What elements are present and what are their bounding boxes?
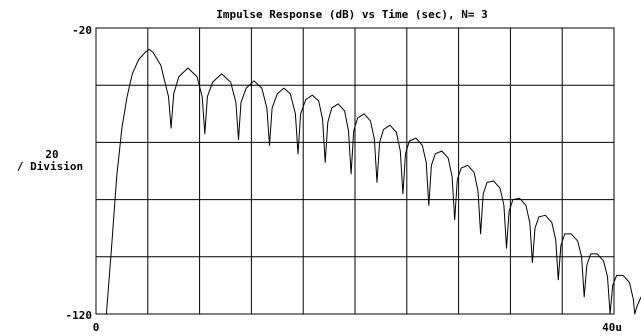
y-axis-label-line1: 20 [45, 148, 58, 161]
series-line-0 [105, 48, 641, 315]
chart-title: Impulse Response (dB) vs Time (sec), N= … [216, 8, 488, 21]
series-group [105, 48, 641, 315]
y-tick-label-max: -20 [72, 24, 92, 37]
x-tick-label-min: 0 [93, 321, 100, 334]
plot-frame [95, 27, 615, 315]
y-tick-label-min: -120 [66, 309, 93, 322]
grid [96, 28, 614, 314]
y-axis-label-line2: / Division [17, 160, 83, 173]
plot-border [95, 27, 615, 315]
x-tick-label-max: 40u [602, 321, 622, 334]
